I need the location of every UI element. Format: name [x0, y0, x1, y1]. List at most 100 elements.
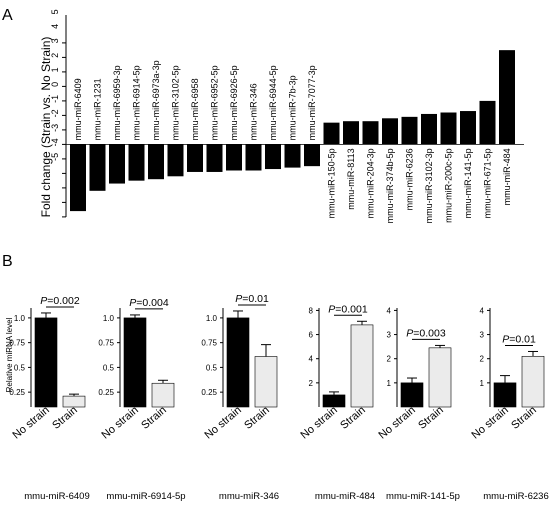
panel-a-category-label: mmu-miR-150-5p	[327, 148, 337, 218]
panel-a-bar	[70, 144, 86, 212]
panel-b-p-value: P=0.01	[502, 333, 536, 345]
panel-b-y-tick-label: 8	[309, 306, 314, 315]
panel-a-category-label: mmu-miR-3102-3p	[424, 148, 434, 223]
panel-b-bar	[400, 382, 424, 408]
panel-b-category-label: Strain	[242, 404, 272, 432]
panel-a-bar	[128, 144, 145, 181]
panel-a-bar	[89, 144, 106, 191]
panel-b-y-tick-label: 0.25	[201, 388, 217, 397]
panel-b-bar	[350, 324, 374, 408]
panel-b-category-label: Strain	[509, 404, 539, 432]
panel-a-category-label: mmu-miR-6952-5p	[210, 65, 220, 140]
panel-a-y-tick-label: 3	[50, 38, 60, 43]
panel-a-bar	[323, 122, 340, 145]
panel-b-bar	[34, 317, 58, 408]
panel-b-y-tick-label: 2	[480, 355, 485, 364]
panel-b-category-label: No strain	[298, 404, 339, 441]
panel-a-bar	[265, 144, 281, 170]
panel-a-bar	[401, 116, 418, 145]
panel-b-category-label: No strain	[376, 404, 417, 441]
panel-a-category-label: mmu-miR-6409	[73, 78, 83, 140]
panel-b-y-tick-label: 0.5	[103, 363, 115, 372]
panel-a-category-label: mmu-miR-6236	[405, 148, 415, 210]
panel-b-y-tick-label: 3	[480, 331, 485, 340]
panel-a-bar	[284, 144, 301, 168]
panel-a-bar	[499, 50, 515, 145]
panel-a-bar	[148, 144, 164, 180]
panel-a-bar	[460, 111, 476, 145]
panel-b-category-label: Strain	[338, 404, 368, 432]
panel-b-bar	[322, 394, 346, 408]
panel-a-category-label: mmu-miR-346	[249, 83, 259, 140]
panel-a-bar	[421, 113, 437, 145]
panel-b-y-tick-label: 0.25	[98, 388, 114, 397]
panel-b-y-tick-label: 0.5	[14, 363, 26, 372]
panel-a-category-label: mmu-miR-374b-5p	[385, 148, 395, 223]
panel-b-y-tick-label: 0.75	[201, 339, 217, 348]
panel-a-y-tick-label: -1	[50, 95, 60, 103]
panel-b-y-tick-label: 4	[309, 355, 314, 364]
panel-a-y-tick-label: -5	[50, 153, 60, 161]
panel-b-title: mmu-miR-6914-5p	[106, 491, 185, 502]
panel-a-category-label: mmu-miR-6958	[190, 78, 200, 140]
panel-a-category-label: mmu-miR-200c-5p	[444, 148, 454, 223]
panel-a-y-tick-label: 0	[50, 82, 60, 87]
panel-b-y-tick-label: 6	[309, 331, 314, 340]
panel-a-category-label: mmu-miR-7b-3p	[288, 75, 298, 140]
panel-a-y-tick-label: -2	[50, 109, 60, 117]
panel-b-y-axis-label: Relative miRNA level	[5, 317, 14, 392]
panel-b-bar	[521, 355, 545, 408]
panel-b-p-value: P=0.002	[40, 295, 80, 307]
panel-b-p-value: P=0.004	[129, 297, 169, 309]
panel-a-category-label: mmu-miR-6973a-3p	[151, 60, 161, 140]
panel-a-y-tick-label: 2	[50, 53, 60, 58]
panel-b-y-tick-label: 2	[387, 355, 392, 364]
panel-a-bar	[206, 144, 223, 172]
panel-a-y-tick-label: -4	[50, 138, 60, 146]
panel-a-category-label: mmu-miR-1231	[93, 78, 103, 140]
panel-b-category-label: No strain	[99, 404, 140, 441]
panel-a-category-label: mmu-miR-7077-3p	[307, 65, 317, 140]
panel-a-y-tick-label: 1	[50, 67, 60, 72]
panel-a-category-label: mmu-miR-6926-5p	[229, 65, 239, 140]
panel-b-category-label: Strain	[416, 404, 446, 432]
panel-a-bar	[245, 144, 262, 171]
panel-b-category-label: No strain	[202, 404, 243, 441]
panel-b-bar	[254, 356, 278, 408]
panel-b-category-label: Strain	[139, 404, 169, 432]
panel-label-b: B	[2, 253, 13, 270]
panel-a-category-label: mmu-miR-3102-5p	[171, 65, 181, 140]
panel-a-bar	[167, 144, 184, 177]
panel-a-category-label: mmu-miR-6914-5p	[132, 65, 142, 140]
panel-b-category-label: Strain	[50, 404, 80, 432]
panel-a-y-tick-label: 5	[50, 9, 60, 14]
panel-a-bar	[109, 144, 125, 184]
panel-b-y-tick-label: 3	[387, 331, 392, 340]
panel-b-bar	[493, 382, 517, 408]
panel-b-y-tick-label: 1.0	[14, 314, 26, 323]
panel-b-title: mmu-miR-346	[219, 491, 279, 502]
panel-a-fold-change-chart: -5-4-3-2-101234567mmu-miR-6409mmu-miR-12…	[50, 9, 524, 223]
panel-b-bar	[226, 317, 250, 408]
panel-b-p-value: P=0.01	[235, 293, 269, 305]
panel-a-bar	[479, 100, 496, 145]
panel-b-y-tick-label: 2	[309, 379, 314, 388]
panel-a-bar	[343, 121, 359, 145]
panel-b-y-tick-label: 0.25	[9, 388, 25, 397]
panel-b-y-tick-label: 1.0	[206, 314, 218, 323]
panel-b-bar	[62, 395, 86, 408]
panel-b-bar	[151, 382, 175, 408]
panel-a-category-label: mmu-miR-484	[502, 148, 512, 205]
panel-b-title: mmu-miR-141-5p	[386, 491, 460, 502]
panel-a-bar	[382, 118, 398, 145]
panel-b-y-tick-label: 4	[387, 306, 392, 315]
panel-b-title: mmu-miR-484	[315, 491, 375, 502]
panel-b-category-label: No strain	[10, 404, 51, 441]
panel-a-bar	[187, 144, 203, 172]
panel-a-bar	[226, 144, 242, 171]
panel-a-bar	[362, 121, 379, 145]
panel-a-y-tick-label: 4	[50, 24, 60, 29]
panel-label-a: A	[2, 7, 13, 24]
panel-a-y-tick-label: -3	[50, 124, 60, 132]
